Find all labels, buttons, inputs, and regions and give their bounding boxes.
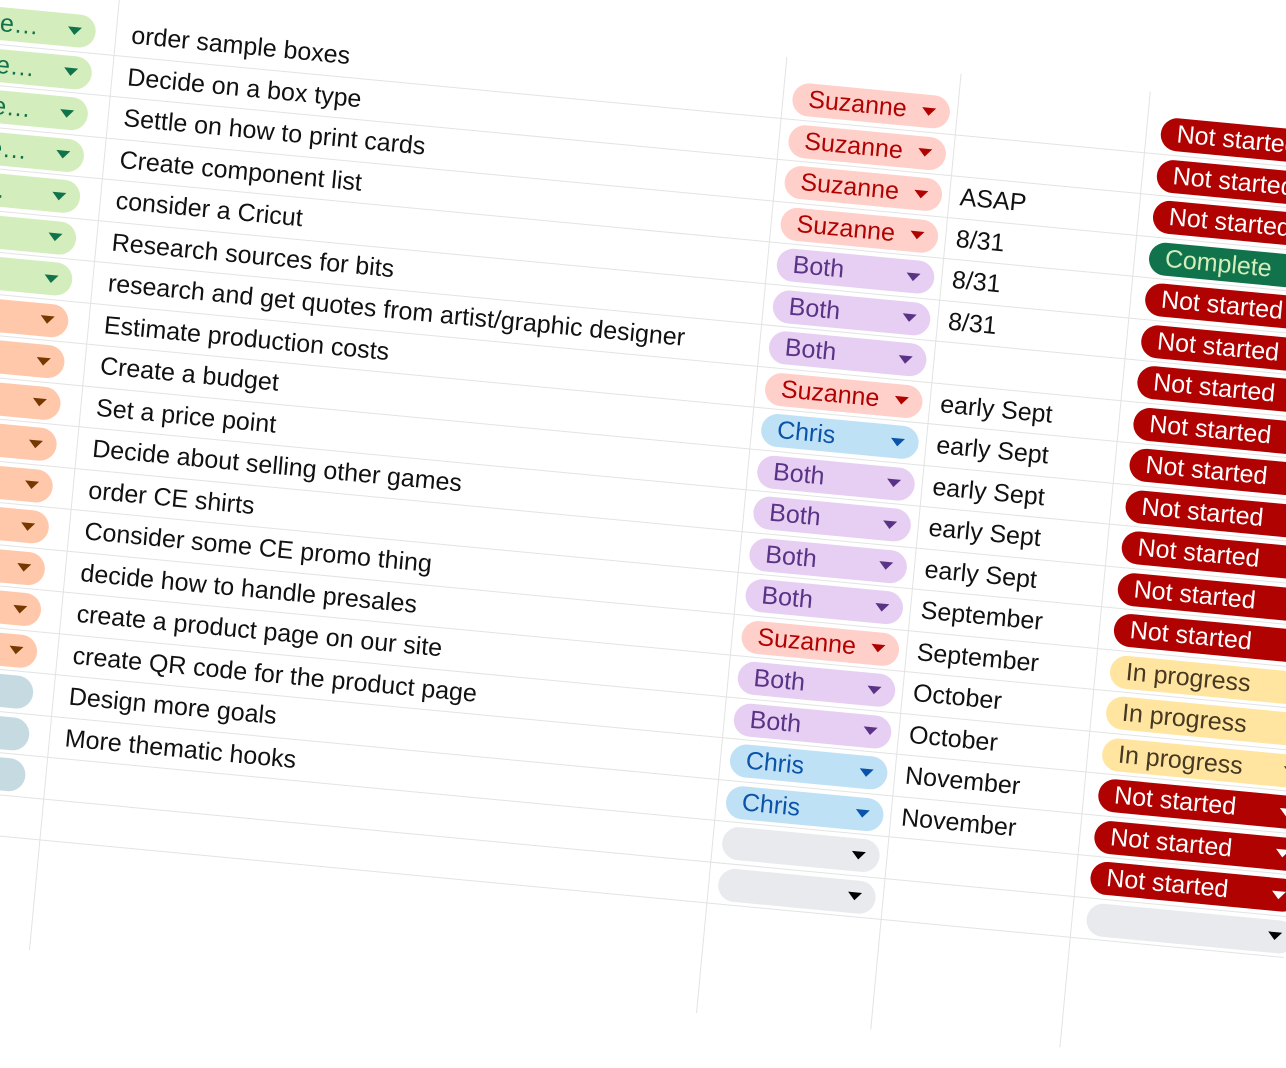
dropdown-arrow-icon [1279, 807, 1286, 817]
dropdown-arrow-icon [890, 437, 905, 447]
phase-dropdown[interactable]: De… [0, 3, 98, 49]
dropdown-arrow-icon [913, 189, 929, 199]
dropdown-arrow-icon [874, 602, 890, 612]
dropdown-arrow-icon [878, 561, 894, 571]
owner-dropdown-label: Both [772, 457, 826, 491]
owner-dropdown-label: Both [764, 539, 819, 573]
phase-dropdown[interactable] [0, 293, 70, 339]
dropdown-arrow-icon [47, 232, 63, 242]
owner-dropdown-label: Suzanne [807, 85, 909, 123]
phase-dropdown[interactable] [0, 251, 74, 297]
owner-dropdown-label: Both [783, 333, 838, 367]
phase-dropdown-label [0, 311, 34, 319]
dropdown-arrow-icon [866, 685, 882, 695]
phase-dropdown[interactable] [0, 540, 47, 587]
dropdown-arrow-icon [870, 643, 886, 654]
phase-dropdown[interactable] [0, 582, 43, 628]
phase-dropdown[interactable] [0, 664, 35, 711]
owner-dropdown-label: Suzanne [803, 126, 905, 164]
owner-dropdown-label [734, 885, 842, 895]
dropdown-arrow-icon [882, 519, 898, 530]
owner-dropdown-label: Suzanne [779, 374, 881, 412]
owner-dropdown-label: Both [787, 292, 842, 325]
dropdown-arrow-icon [67, 25, 83, 36]
phase-dropdown-label [0, 476, 19, 484]
dropdown-arrow-icon [1267, 931, 1283, 941]
phase-dropdown-label [0, 352, 31, 360]
phase-dropdown-label [0, 270, 38, 278]
owner-dropdown-label: Chris [775, 416, 837, 450]
dropdown-arrow-icon [898, 354, 913, 364]
owner-dropdown-label: Suzanne [799, 168, 901, 206]
phase-dropdown[interactable] [0, 458, 55, 504]
owner-dropdown-label [738, 844, 846, 854]
dropdown-arrow-icon [28, 439, 43, 449]
dropdown-arrow-icon [32, 397, 47, 408]
dropdown-arrow-icon [917, 147, 933, 158]
dropdown-arrow-icon [12, 604, 28, 614]
dropdown-arrow-icon [902, 313, 917, 323]
owner-dropdown-label: Both [752, 663, 807, 697]
dropdown-arrow-icon [40, 315, 55, 325]
phase-dropdown[interactable] [0, 623, 39, 669]
owner-dropdown-label: Suzanne [756, 622, 858, 660]
owner-dropdown-label: Both [748, 705, 803, 738]
phase-dropdown-label: e… [0, 172, 7, 205]
phase-dropdown-label [0, 724, 29, 735]
phase-dropdown-label [0, 518, 15, 526]
phase-dropdown-label [0, 600, 7, 608]
task-rows: De… order sample boxes Suzanne Not started D… [0, 0, 1286, 958]
phase-dropdown-label [0, 683, 33, 694]
dropdown-arrow-icon [851, 850, 866, 860]
dropdown-arrow-icon [905, 271, 921, 282]
phase-dropdown[interactable]: De… [0, 127, 86, 173]
dropdown-arrow-icon [20, 521, 36, 532]
dropdown-arrow-icon [24, 480, 40, 490]
dropdown-arrow-icon [51, 191, 67, 201]
dropdown-arrow-icon [59, 108, 75, 118]
phase-dropdown-label: De… [0, 7, 41, 41]
phase-dropdown-label: e… [0, 213, 3, 246]
phase-dropdown-label [0, 642, 3, 650]
phase-dropdown-label: De… [0, 48, 37, 82]
phase-dropdown-label [0, 559, 11, 567]
phase-dropdown[interactable] [0, 499, 51, 545]
phase-dropdown-label: De… [0, 90, 33, 124]
dropdown-arrow-icon [886, 478, 902, 488]
phase-dropdown-label [0, 435, 23, 443]
phase-dropdown[interactable]: De… [0, 45, 94, 91]
phase-dropdown-label [0, 766, 25, 777]
phase-dropdown[interactable] [0, 375, 63, 421]
dropdown-arrow-icon [862, 726, 878, 736]
dropdown-arrow-icon [855, 809, 870, 819]
phase-dropdown[interactable]: e… [0, 210, 78, 256]
dropdown-arrow-icon [55, 149, 71, 160]
dropdown-arrow-icon [36, 356, 51, 366]
dropdown-arrow-icon [43, 273, 59, 284]
dropdown-arrow-icon [8, 645, 24, 655]
phase-dropdown[interactable]: e… [0, 169, 82, 215]
phase-dropdown[interactable] [0, 417, 59, 463]
owner-dropdown-label: Both [760, 581, 815, 615]
owner-dropdown-label: Chris [744, 746, 806, 780]
owner-dropdown-label: Chris [740, 787, 802, 822]
dropdown-arrow-icon [63, 67, 79, 77]
phase-dropdown[interactable] [0, 334, 66, 380]
status-dropdown-label [1103, 920, 1262, 935]
phase-dropdown[interactable]: De… [0, 86, 90, 132]
dropdown-arrow-icon [921, 106, 937, 116]
phase-dropdown-label [0, 394, 27, 402]
dropdown-arrow-icon [1271, 890, 1286, 900]
dropdown-arrow-icon [894, 395, 909, 406]
dropdown-arrow-icon [847, 891, 863, 901]
dropdown-arrow-icon [859, 767, 874, 778]
owner-dropdown-label: Both [768, 498, 822, 532]
dropdown-arrow-icon [16, 563, 32, 573]
owner-dropdown-label: Suzanne [795, 209, 897, 247]
dropdown-arrow-icon [909, 230, 925, 240]
phase-dropdown-label: De… [0, 131, 29, 165]
owner-dropdown-label: Both [791, 250, 846, 284]
